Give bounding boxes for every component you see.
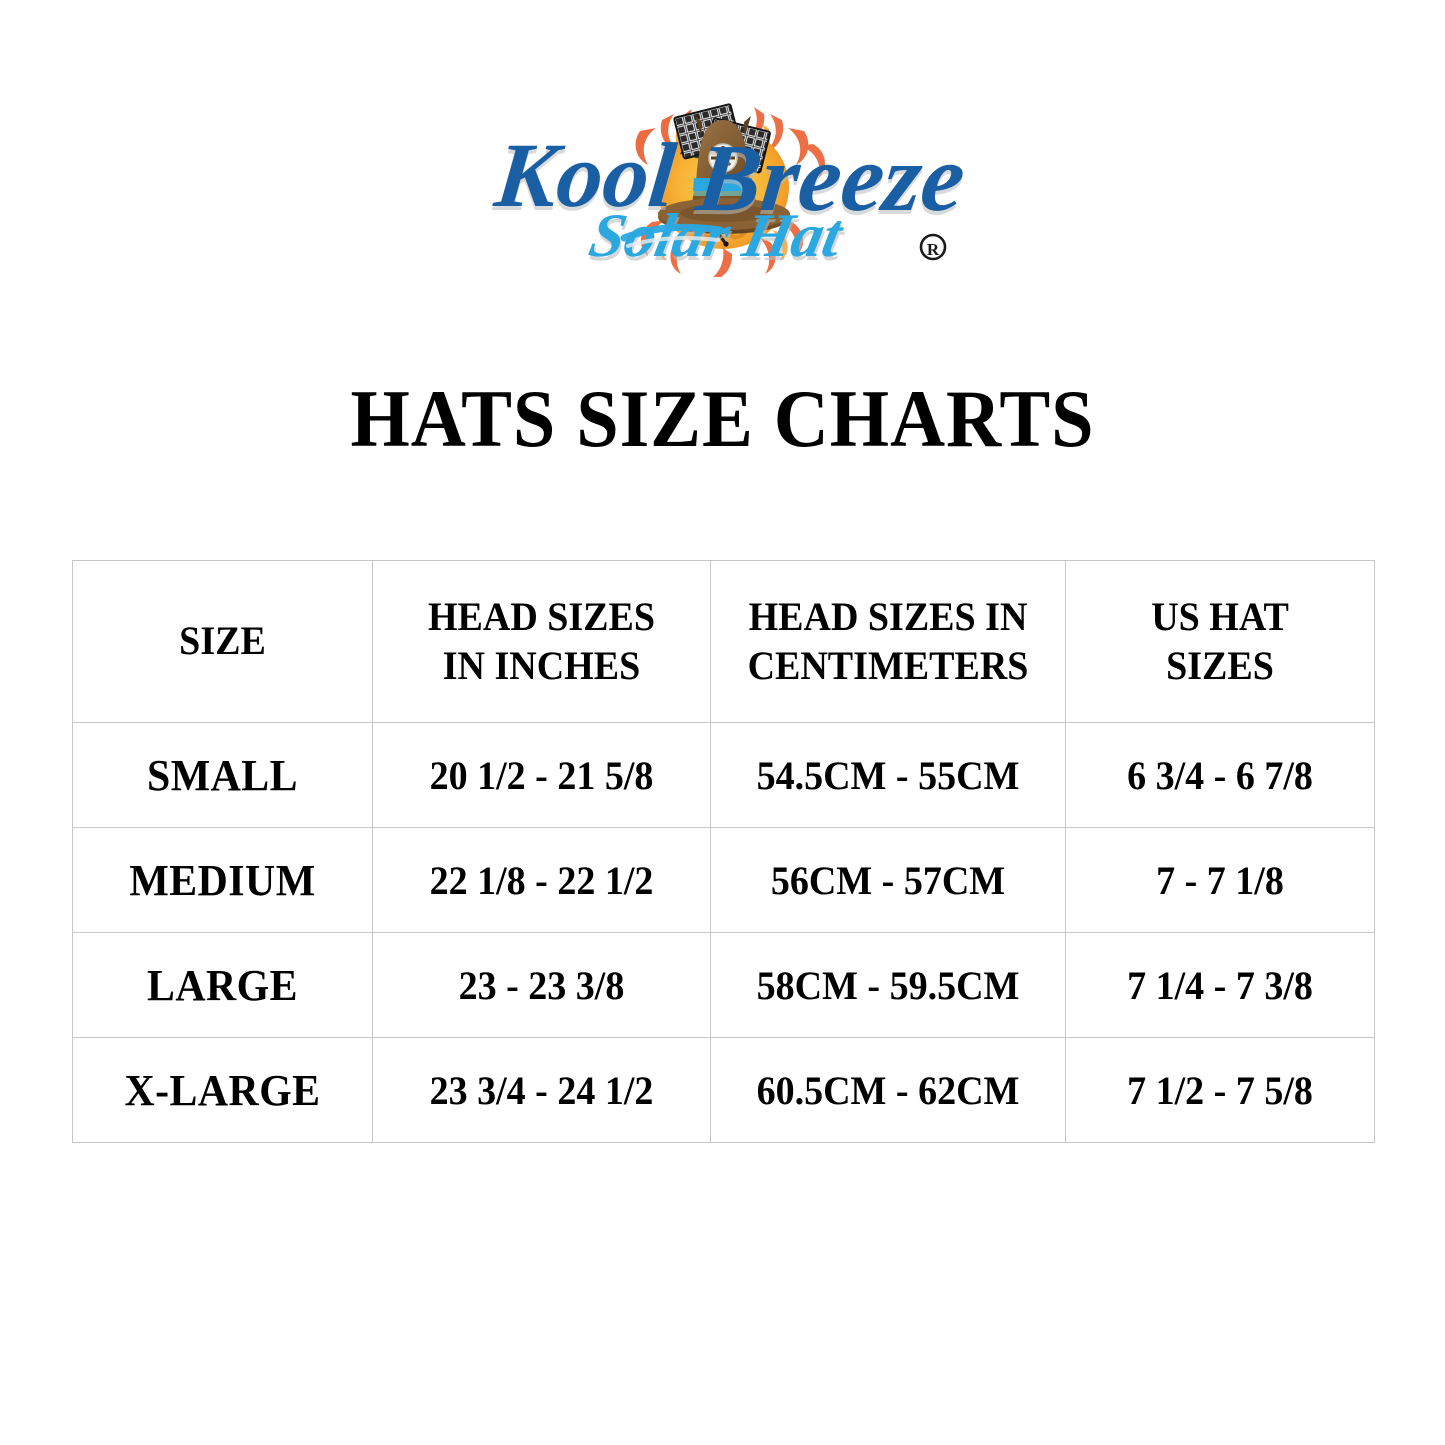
cell-text: 20 1/2 - 21 5/8	[429, 752, 654, 798]
svg-text:Kool: Kool	[489, 128, 680, 230]
column-header-us-hat-line-1: US HAT	[1151, 593, 1289, 639]
cell-size-large: LARGE	[72, 932, 373, 1038]
kool-breeze-solar-hat-logo: Kool Kool Breeze Breeze Solar Hat Solar …	[478, 62, 968, 277]
cell-text: SMALL	[146, 750, 299, 800]
column-header-size-line-1: SIZE	[179, 618, 266, 664]
table-row: X-LARGE 23 3/4 - 24 1/2 60.5CM - 62CM 7 …	[72, 1037, 1375, 1143]
cell-text: 7 1/2 - 7 5/8	[1127, 1067, 1313, 1113]
cell-us-hat-small: 6 3/4 - 6 7/8	[1065, 722, 1375, 828]
column-header-us-hat-sizes: US HAT SIZES	[1065, 560, 1375, 723]
cell-us-hat-medium: 7 - 7 1/8	[1065, 827, 1375, 933]
svg-text:R: R	[926, 240, 939, 259]
cell-text: 22 1/8 - 22 1/2	[429, 857, 654, 903]
solar-safari-hat	[657, 116, 790, 234]
cell-text: 7 1/4 - 7 3/8	[1127, 962, 1313, 1008]
size-chart-table-wrapper: SIZE HEAD SIZES IN INCHES HEAD SIZES IN …	[72, 560, 1375, 1143]
cell-text: 58CM - 59.5CM	[756, 962, 1020, 1008]
cell-text: 6 3/4 - 6 7/8	[1127, 752, 1313, 798]
cell-text: 54.5CM - 55CM	[756, 752, 1020, 798]
cell-centimeters-large: 58CM - 59.5CM	[710, 932, 1066, 1038]
cell-text: 60.5CM - 62CM	[756, 1067, 1020, 1113]
column-header-inches-line-1: HEAD SIZES	[427, 593, 656, 639]
column-header-us-hat-line-2: SIZES	[1166, 642, 1274, 688]
column-header-size: SIZE	[72, 560, 373, 723]
svg-text:Breeze: Breeze	[690, 128, 967, 235]
cell-size-small: SMALL	[72, 722, 373, 828]
cell-text: X-LARGE	[124, 1065, 321, 1115]
cell-size-medium: MEDIUM	[72, 827, 373, 933]
table-row: LARGE 23 - 23 3/8 58CM - 59.5CM 7 1/4 - …	[72, 932, 1375, 1038]
cell-text: MEDIUM	[129, 855, 316, 905]
table-row: SMALL 20 1/2 - 21 5/8 54.5CM - 55CM 6 3/…	[72, 722, 1375, 828]
cell-text: 56CM - 57CM	[770, 857, 1006, 903]
brand-logo-container: Kool Kool Breeze Breeze Solar Hat Solar …	[0, 62, 1445, 282]
cell-inches-x-large: 23 3/4 - 24 1/2	[372, 1037, 711, 1143]
svg-text:Kool: Kool	[489, 124, 680, 226]
column-header-centimeters-line-1: HEAD SIZES IN	[748, 593, 1028, 639]
wordmark-solar-hat: Solar Hat Solar Hat	[583, 201, 850, 274]
svg-text:Breeze: Breeze	[691, 124, 968, 231]
cell-inches-medium: 22 1/8 - 22 1/2	[372, 827, 711, 933]
cell-inches-large: 23 - 23 3/8	[372, 932, 711, 1038]
column-header-centimeters-line-2: CENTIMETERS	[747, 642, 1029, 688]
cell-text: 23 - 23 3/8	[458, 962, 625, 1008]
wordmark-kool-breeze: Kool Kool Breeze Breeze	[489, 124, 968, 235]
column-header-head-sizes-inches: HEAD SIZES IN INCHES	[372, 560, 711, 723]
hats-size-chart-table: SIZE HEAD SIZES IN INCHES HEAD SIZES IN …	[72, 560, 1375, 1143]
page-title: HATS SIZE CHARTS	[350, 373, 1095, 464]
registered-trademark-icon: R	[919, 233, 946, 261]
cell-text: LARGE	[146, 960, 299, 1010]
table-header-row: SIZE HEAD SIZES IN INCHES HEAD SIZES IN …	[72, 560, 1375, 723]
cell-text: 23 3/4 - 24 1/2	[429, 1067, 654, 1113]
cell-us-hat-x-large: 7 1/2 - 7 5/8	[1065, 1037, 1375, 1143]
cell-centimeters-medium: 56CM - 57CM	[710, 827, 1066, 933]
column-header-head-sizes-centimeters: HEAD SIZES IN CENTIMETERS	[710, 560, 1066, 723]
table-row: MEDIUM 22 1/8 - 22 1/2 56CM - 57CM 7 - 7…	[72, 827, 1375, 933]
cell-centimeters-x-large: 60.5CM - 62CM	[710, 1037, 1066, 1143]
cell-text: 7 - 7 1/8	[1156, 857, 1284, 903]
cell-centimeters-small: 54.5CM - 55CM	[710, 722, 1066, 828]
cell-inches-small: 20 1/2 - 21 5/8	[372, 722, 711, 828]
cell-us-hat-large: 7 1/4 - 7 3/8	[1065, 932, 1375, 1038]
column-header-inches-line-2: IN INCHES	[442, 642, 641, 688]
cell-size-x-large: X-LARGE	[72, 1037, 373, 1143]
